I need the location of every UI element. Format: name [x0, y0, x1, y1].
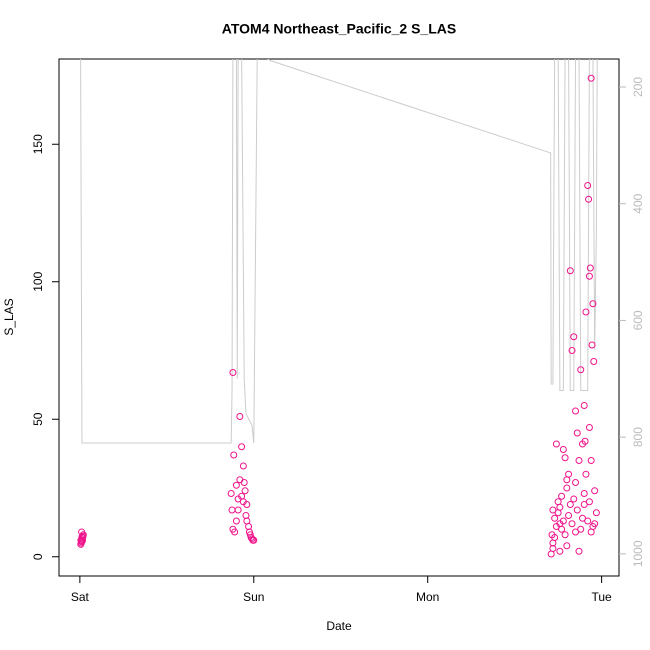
- point: [577, 366, 585, 374]
- point: [577, 525, 585, 533]
- point: [572, 479, 580, 486]
- point: [566, 267, 574, 275]
- point: [585, 195, 593, 203]
- point: [242, 512, 250, 519]
- y-tick-label: 0: [31, 553, 45, 560]
- y-tick-label: 50: [31, 412, 45, 426]
- plot-box: [58, 58, 620, 577]
- point: [572, 528, 580, 536]
- x-tick-label: Tue: [591, 590, 612, 604]
- point: [585, 272, 593, 280]
- point: [78, 533, 86, 541]
- point: [587, 457, 595, 464]
- point: [581, 437, 589, 445]
- point: [234, 506, 242, 514]
- point: [589, 300, 597, 308]
- point: [580, 402, 588, 409]
- point: [239, 462, 247, 470]
- x-tick-label: Sat: [71, 590, 90, 604]
- chart-title: ATOM4 Northeast_Pacific_2 S_LAS: [222, 21, 456, 37]
- point: [568, 520, 576, 528]
- point: [243, 517, 251, 525]
- point: [238, 443, 246, 451]
- point: [232, 517, 240, 525]
- point: [229, 369, 237, 376]
- point: [551, 514, 559, 522]
- point: [572, 407, 580, 415]
- y-tick-label: 150: [31, 134, 45, 154]
- point: [575, 547, 583, 555]
- point: [236, 476, 244, 484]
- y2-tick-label: 800: [631, 427, 645, 447]
- point: [78, 537, 86, 545]
- point: [573, 429, 581, 437]
- point: [588, 341, 596, 349]
- point: [552, 523, 560, 530]
- point: [584, 517, 592, 525]
- point: [561, 531, 569, 539]
- point: [556, 547, 564, 555]
- point: [591, 520, 599, 528]
- point: [561, 454, 569, 462]
- point: [582, 308, 590, 316]
- y-axis-label: S_LAS: [2, 298, 16, 335]
- y2-tick-label: 1000: [631, 540, 645, 567]
- point: [565, 512, 573, 519]
- point: [240, 479, 248, 486]
- point: [568, 347, 576, 354]
- point: [229, 525, 237, 533]
- y2-tick-label: 400: [631, 193, 645, 213]
- point: [563, 484, 571, 492]
- x-tick-label: Mon: [416, 590, 439, 604]
- point: [559, 446, 567, 453]
- point: [227, 490, 235, 497]
- y2-tick-label: 600: [631, 310, 645, 330]
- point: [578, 514, 586, 522]
- point: [241, 487, 249, 495]
- point: [570, 495, 578, 503]
- point: [575, 457, 583, 464]
- point: [563, 542, 571, 550]
- point: [585, 424, 593, 431]
- point: [584, 182, 592, 189]
- x-tick-label: Sun: [243, 590, 264, 604]
- point: [580, 501, 588, 508]
- point: [559, 517, 567, 525]
- point: [558, 525, 566, 533]
- point: [587, 74, 595, 82]
- point: [585, 498, 593, 506]
- point: [549, 506, 557, 514]
- point: [591, 487, 599, 495]
- y2-tick-label: 200: [631, 77, 645, 97]
- point: [228, 506, 236, 514]
- point: [592, 509, 600, 517]
- point: [582, 470, 590, 478]
- point: [549, 539, 557, 547]
- point: [248, 535, 256, 543]
- point: [563, 476, 571, 484]
- point: [586, 264, 594, 272]
- point: [239, 498, 247, 506]
- point: [236, 413, 244, 420]
- point: [552, 440, 560, 448]
- point: [590, 358, 598, 365]
- point: [570, 333, 578, 341]
- point: [573, 506, 581, 514]
- point: [230, 451, 238, 459]
- point: [558, 492, 566, 500]
- point: [580, 490, 588, 497]
- y-tick-label: 100: [31, 271, 45, 291]
- point: [78, 528, 86, 536]
- point: [249, 536, 257, 544]
- point: [556, 503, 564, 511]
- point: [566, 501, 574, 508]
- x-axis-label: Date: [326, 619, 352, 633]
- point: [232, 481, 240, 489]
- line: [80, 59, 598, 444]
